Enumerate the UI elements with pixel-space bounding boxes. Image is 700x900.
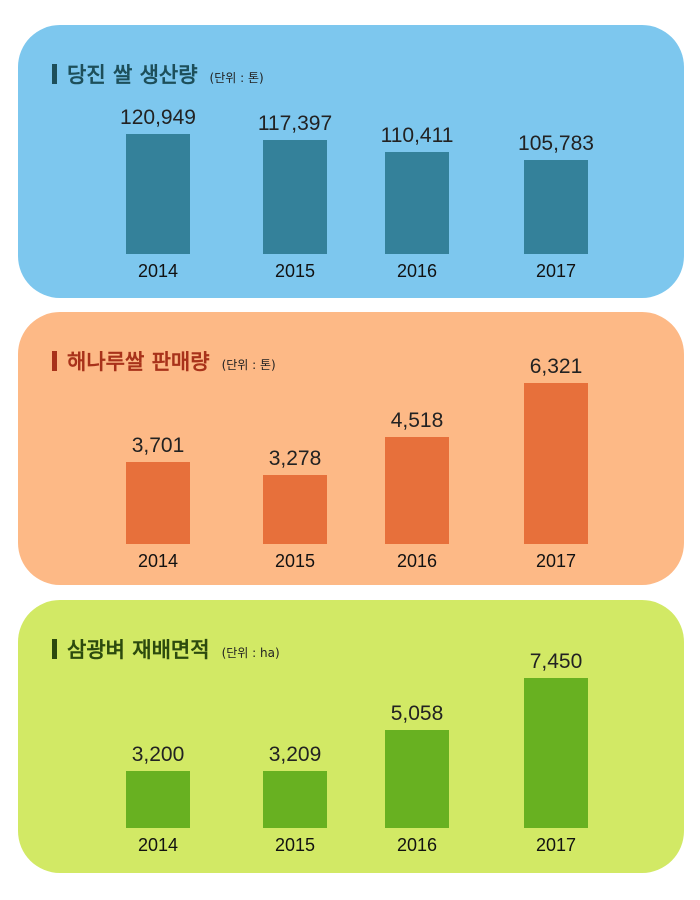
bar-2015 [263, 474, 327, 544]
data-label: 117,397 [257, 112, 333, 136]
chart-panel-3: 삼광벼 재배면적 (단위 : ha) 3,200 2014 3,209 2015 5,05… [18, 600, 684, 873]
data-label: 5,058 [390, 702, 444, 726]
chart-title: 해나루쌀 판매량 [67, 350, 210, 374]
chart-title-row: 해나루쌀 판매량 (단위 : 톤) [52, 346, 276, 376]
data-label: 110,411 [380, 124, 454, 148]
x-tick-label: 2016 [396, 835, 438, 855]
chart-unit: (단위 : ha) [221, 646, 280, 660]
x-tick-label: 2015 [274, 551, 316, 571]
data-label: 7,450 [529, 649, 583, 673]
chart-panel-1: 당진 쌀 생산량 (단위 : 톤) 120,949 2014 117,397 2015 1… [18, 25, 684, 298]
x-tick-label: 2014 [137, 835, 179, 855]
x-tick-label: 2014 [137, 261, 179, 281]
bar-2016 [385, 152, 449, 254]
title-marker [52, 64, 57, 84]
title-marker [52, 351, 57, 371]
bar-2017 [524, 382, 588, 544]
bar-2016 [385, 437, 449, 544]
chart-unit: (단위 : 톤) [221, 358, 276, 372]
x-tick-label: 2014 [137, 551, 179, 571]
chart-title-row: 당진 쌀 생산량 (단위 : 톤) [52, 59, 264, 89]
data-label: 3,209 [268, 742, 322, 766]
bar-2014 [126, 770, 190, 828]
data-label: 6,321 [529, 354, 583, 378]
chart-title: 당진 쌀 생산량 [67, 63, 198, 87]
x-tick-label: 2016 [396, 261, 438, 281]
chart-title-row: 삼광벼 재배면적 (단위 : ha) [52, 634, 280, 664]
bar-2015 [263, 140, 327, 254]
bar-2017 [524, 160, 588, 254]
title-marker [52, 639, 57, 659]
data-label: 120,949 [120, 106, 196, 130]
chart-unit: (단위 : 톤) [209, 71, 264, 85]
data-label: 105,783 [518, 132, 594, 156]
x-tick-label: 2017 [535, 551, 577, 571]
bar-2014 [126, 461, 190, 544]
x-tick-label: 2015 [274, 261, 316, 281]
bar-2015 [263, 770, 327, 828]
x-tick-label: 2016 [396, 551, 438, 571]
data-label: 4,518 [390, 409, 444, 433]
chart-panel-2: 해나루쌀 판매량 (단위 : 톤) 3,701 2014 3,278 2015 4,518… [18, 312, 684, 585]
chart-title: 삼광벼 재배면적 [67, 638, 210, 662]
bar-2016 [385, 730, 449, 828]
bar-2017 [524, 677, 588, 828]
bar-2014 [126, 134, 190, 254]
data-label: 3,200 [131, 742, 185, 766]
x-tick-label: 2015 [274, 835, 316, 855]
data-label: 3,701 [131, 433, 185, 457]
data-label: 3,278 [268, 446, 322, 470]
x-tick-label: 2017 [535, 835, 577, 855]
x-tick-label: 2017 [535, 261, 577, 281]
